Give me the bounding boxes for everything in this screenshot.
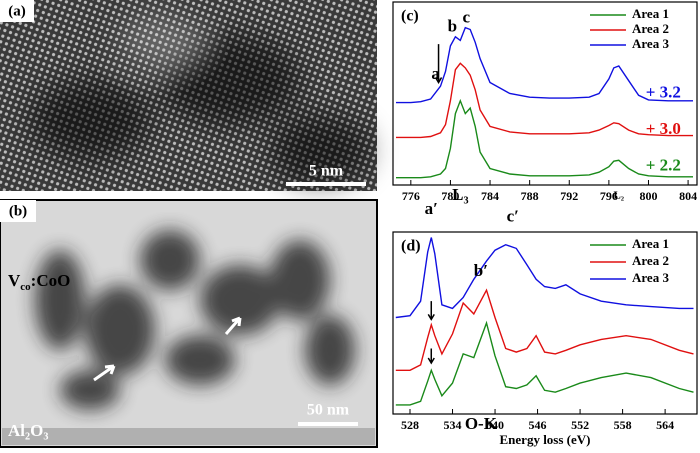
legend-label: Area 3 (632, 270, 669, 285)
substrate-label: Al₂O₃ (8, 421, 48, 440)
x-tick-label: 800 (639, 189, 657, 203)
legend-label: Area 1 (632, 236, 669, 251)
scale-bar-label: 5 nm (309, 163, 344, 180)
film-label-part: :CoO (31, 271, 71, 290)
panel-label: (d) (401, 238, 421, 255)
legend-label: Area 3 (632, 36, 669, 51)
annotation: a (431, 64, 440, 83)
x-tick-label: 804 (679, 189, 697, 203)
annotation: O-K (465, 414, 498, 433)
arrow (224, 316, 242, 335)
annotation: c (463, 7, 471, 26)
x-tick-label: 540 (486, 418, 504, 432)
x-tick-label: 784 (481, 189, 499, 203)
x-tick-label: 780 (441, 189, 459, 203)
micrograph-b: (b) Vco:CoO Al₂O₃ 50 nm (0, 199, 378, 448)
plot-frame (392, 231, 698, 415)
arrow (427, 348, 435, 365)
x-tick-label: 788 (521, 189, 539, 203)
spectrum-line (396, 98, 693, 179)
scale-bar-label: 50 nm (307, 402, 350, 419)
annotation: + 3.0 (646, 119, 681, 138)
panel-label: (a) (8, 3, 26, 19)
film-label-part: V (8, 271, 21, 290)
x-tick-label: 546 (529, 418, 547, 432)
legend-label: Area 2 (632, 253, 669, 268)
x-tick-label: 776 (402, 189, 420, 203)
annotation: L₃ (452, 185, 468, 204)
annotation: c′ (507, 206, 519, 225)
x-tick-label: 534 (444, 418, 462, 432)
x-tick-label: 792 (560, 189, 578, 203)
annotation: L₂ (613, 190, 624, 202)
legend-label: Area 2 (632, 21, 669, 36)
spectrum-line (395, 237, 694, 319)
spectrum-line (396, 26, 693, 104)
legend-label: Area 1 (632, 6, 669, 21)
spectrum-line (395, 288, 694, 371)
annotation: a′ (425, 199, 438, 218)
annotation: + 2.2 (646, 156, 681, 175)
film-label: Vco:CoO (8, 271, 70, 293)
x-tick-label: 552 (571, 418, 589, 432)
arrow (93, 364, 116, 382)
arrow (434, 44, 443, 84)
arrow (427, 301, 435, 321)
spectrum-line (396, 62, 693, 139)
x-tick-label: 564 (656, 418, 674, 432)
annotation: b′ (474, 261, 488, 280)
annotation: b (448, 17, 457, 36)
panel-label: (b) (9, 203, 27, 219)
film-label-part: co (20, 281, 31, 293)
annotation: + 3.2 (646, 82, 681, 101)
spectrum-line (395, 320, 694, 406)
x-tick-label: 558 (614, 418, 632, 432)
x-tick-label: 528 (401, 418, 419, 432)
x-tick-label: 796 (600, 189, 618, 203)
plot-frame (392, 1, 698, 186)
panel-label: (c) (401, 8, 419, 25)
x-axis-label: Energy loss (eV) (500, 432, 591, 447)
micrograph-a: (a) 5 nm (0, 0, 377, 191)
